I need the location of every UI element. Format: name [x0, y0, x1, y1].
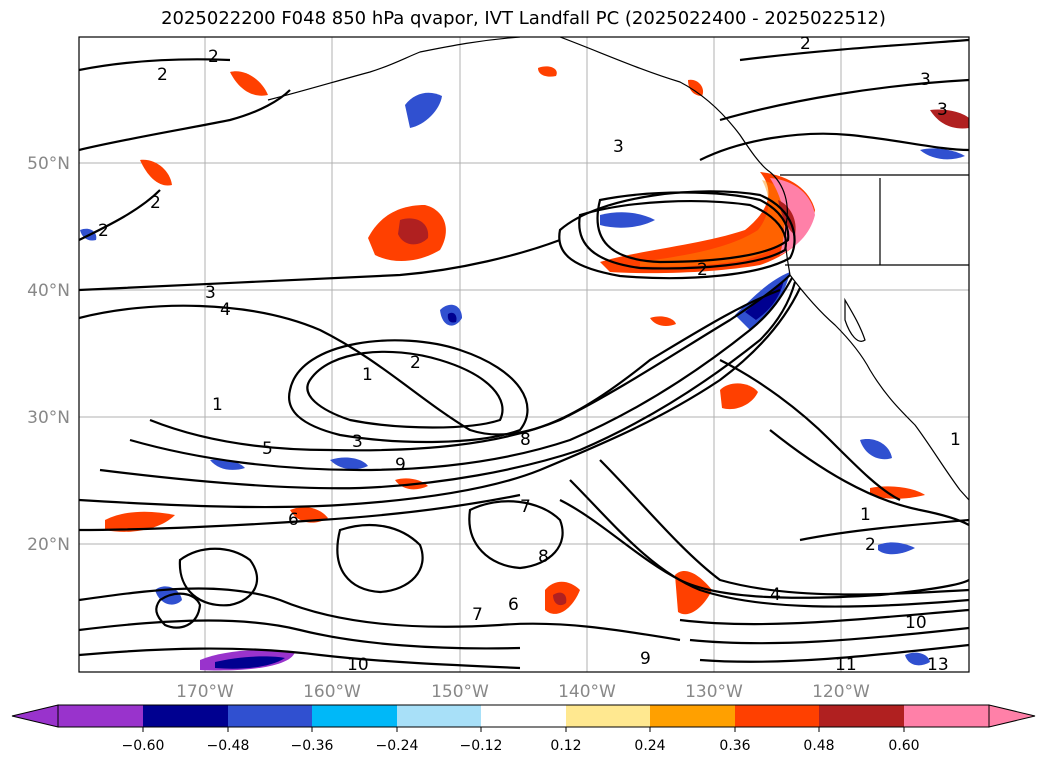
lon-label: 160°W: [303, 682, 361, 702]
lat-label: 50°N: [27, 154, 70, 174]
contour-label: 1: [212, 395, 223, 415]
colorbar-segment: [312, 705, 397, 727]
colorbar-tick-label: −0.12: [460, 738, 503, 754]
contour-label: 7: [520, 497, 531, 517]
lon-label: 150°W: [431, 682, 489, 702]
colorbar-outline: [57, 704, 990, 728]
lat-label: 30°N: [27, 408, 70, 428]
colorbar-segment: [735, 705, 819, 727]
contour-label: 6: [288, 510, 299, 530]
colorbar-tick-label: 0.12: [550, 738, 581, 754]
colorbar-under-extend: [11, 704, 59, 728]
contour-label: 2: [157, 65, 168, 85]
colorbar: −0.60 −0.48 −0.36 −0.24 −0.12 0.12 0.24 …: [11, 704, 1036, 754]
contour-labels: 2 2 3 3 2 2 2 3 2 3 4 1 2 3 5 6 7 8 9 1 …: [98, 34, 961, 675]
colorbar-segment: [397, 705, 481, 727]
map-title: 2025022200 F048 850 hPa qvapor, IVT Land…: [161, 8, 886, 29]
lat-label: 40°N: [27, 281, 70, 301]
colorbar-tick-label: −0.24: [376, 738, 419, 754]
contour-label: 13: [927, 655, 949, 675]
colorbar-segment: [566, 705, 650, 727]
contour-label: 7: [472, 605, 483, 625]
colorbar-segment: [58, 705, 143, 727]
contour-label: 1: [860, 505, 871, 525]
contour-label: 10: [905, 613, 927, 633]
colorbar-over-extend: [988, 704, 1036, 728]
colorbar-segment: [481, 705, 566, 727]
contour-label: 11: [835, 655, 857, 675]
longitude-labels: 170°W 160°W 150°W 140°W 130°W 120°W: [176, 682, 870, 702]
contour-label: 2: [865, 535, 876, 555]
contour-label: 2: [697, 260, 708, 280]
contour-label: 9: [395, 455, 406, 475]
map-panel: [79, 37, 969, 672]
colorbar-segment: [904, 705, 989, 727]
contour-label: 10: [347, 655, 369, 675]
latitude-labels: 50°N 40°N 30°N 20°N: [27, 154, 70, 555]
contour-label: 3: [205, 283, 216, 303]
colorbar-segment: [650, 705, 735, 727]
lat-label: 20°N: [27, 535, 70, 555]
contour-label: 8: [520, 430, 531, 450]
lon-label: 130°W: [685, 682, 743, 702]
colorbar-tick-label: 0.60: [888, 738, 919, 754]
contour-label: 1: [950, 430, 961, 450]
contour-label: 2: [208, 47, 219, 67]
ivt-contours: [79, 38, 969, 670]
contour-label: 6: [508, 595, 519, 615]
contour-label: 8: [538, 547, 549, 567]
contour-label: 5: [262, 439, 273, 459]
contour-label: 3: [613, 137, 624, 157]
map-frame: [78, 36, 970, 673]
contour-label: 4: [770, 585, 781, 605]
contour-label: 2: [150, 193, 161, 213]
colorbar-ticks: [142, 727, 905, 732]
colorbar-tick-label: 0.48: [803, 738, 834, 754]
colorbar-tick-label: −0.48: [207, 738, 250, 754]
contour-label: 3: [937, 100, 948, 120]
map-content: 2 2 3 3 2 2 2 3 2 3 4 1 2 3 5 6 7 8 9 1 …: [79, 34, 969, 675]
colorbar-segment: [143, 705, 228, 727]
colorbar-segment: [228, 705, 312, 727]
colorbar-tick-label: 0.36: [719, 738, 750, 754]
contour-label: 2: [98, 221, 109, 241]
contour-label: 1: [362, 365, 373, 385]
contour-label: 3: [920, 70, 931, 90]
colorbar-tick-label: −0.36: [291, 738, 334, 754]
colorbar-segment: [819, 705, 904, 727]
lon-label: 170°W: [176, 682, 234, 702]
contour-label: 2: [800, 34, 811, 54]
contour-label: 3: [352, 432, 363, 452]
colorbar-tick-label: 0.24: [634, 738, 665, 754]
contour-label: 9: [640, 649, 651, 669]
contour-label: 4: [220, 300, 231, 320]
graticule: [79, 37, 969, 672]
contour-label: 2: [410, 353, 421, 373]
lon-label: 120°W: [812, 682, 870, 702]
coastlines: [267, 37, 969, 501]
lon-label: 140°W: [558, 682, 616, 702]
colorbar-tick-label: −0.60: [122, 738, 165, 754]
